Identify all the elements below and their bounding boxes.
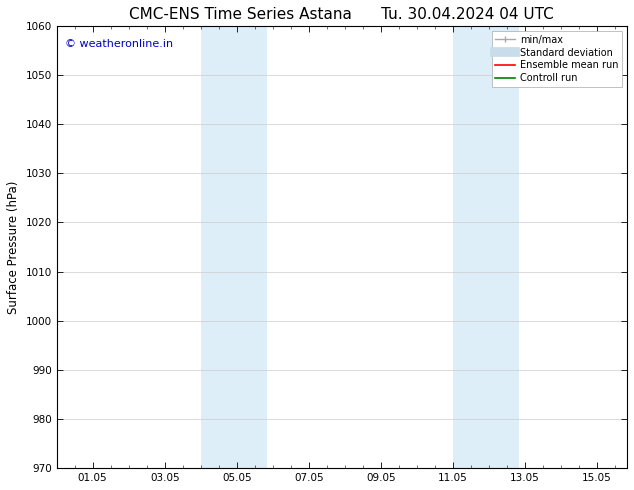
Bar xyxy=(453,26,519,468)
Text: © weatheronline.in: © weatheronline.in xyxy=(65,39,173,49)
Title: CMC-ENS Time Series Astana      Tu. 30.04.2024 04 UTC: CMC-ENS Time Series Astana Tu. 30.04.202… xyxy=(129,7,554,22)
Legend: min/max, Standard deviation, Ensemble mean run, Controll run: min/max, Standard deviation, Ensemble me… xyxy=(491,31,622,87)
Bar xyxy=(201,26,267,468)
Y-axis label: Surface Pressure (hPa): Surface Pressure (hPa) xyxy=(7,180,20,314)
